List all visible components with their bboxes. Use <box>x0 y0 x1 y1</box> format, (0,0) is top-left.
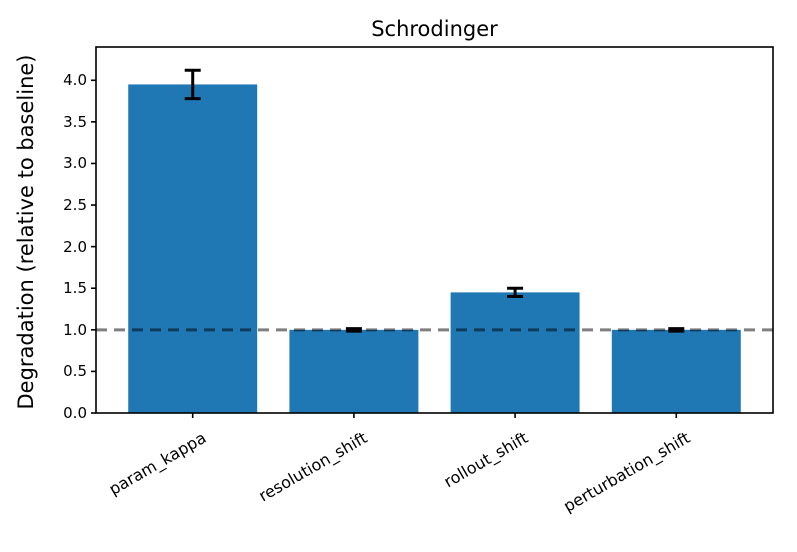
y-tick-label: 3.5 <box>63 112 87 131</box>
y-tick-label: 2.5 <box>63 196 87 215</box>
y-tick-label: 1.0 <box>63 320 87 339</box>
y-tick-label: 2.0 <box>63 237 87 256</box>
y-axis-label: Degradation (relative to baseline) <box>14 54 38 410</box>
y-tick-label: 1.5 <box>63 279 87 298</box>
bar-rollout_shift <box>450 292 580 413</box>
bar-resolution_shift <box>289 329 419 413</box>
y-tick-label: 0.5 <box>63 362 87 381</box>
axes-frame <box>95 46 774 414</box>
bar-perturbation_shift <box>611 329 741 413</box>
bar-param_kappa <box>128 84 258 413</box>
y-tick-label: 4.0 <box>63 71 87 90</box>
chart-title: Schrodinger <box>371 17 498 41</box>
y-tick-label: 0.0 <box>63 404 87 422</box>
y-tick-label: 3.0 <box>63 154 87 173</box>
